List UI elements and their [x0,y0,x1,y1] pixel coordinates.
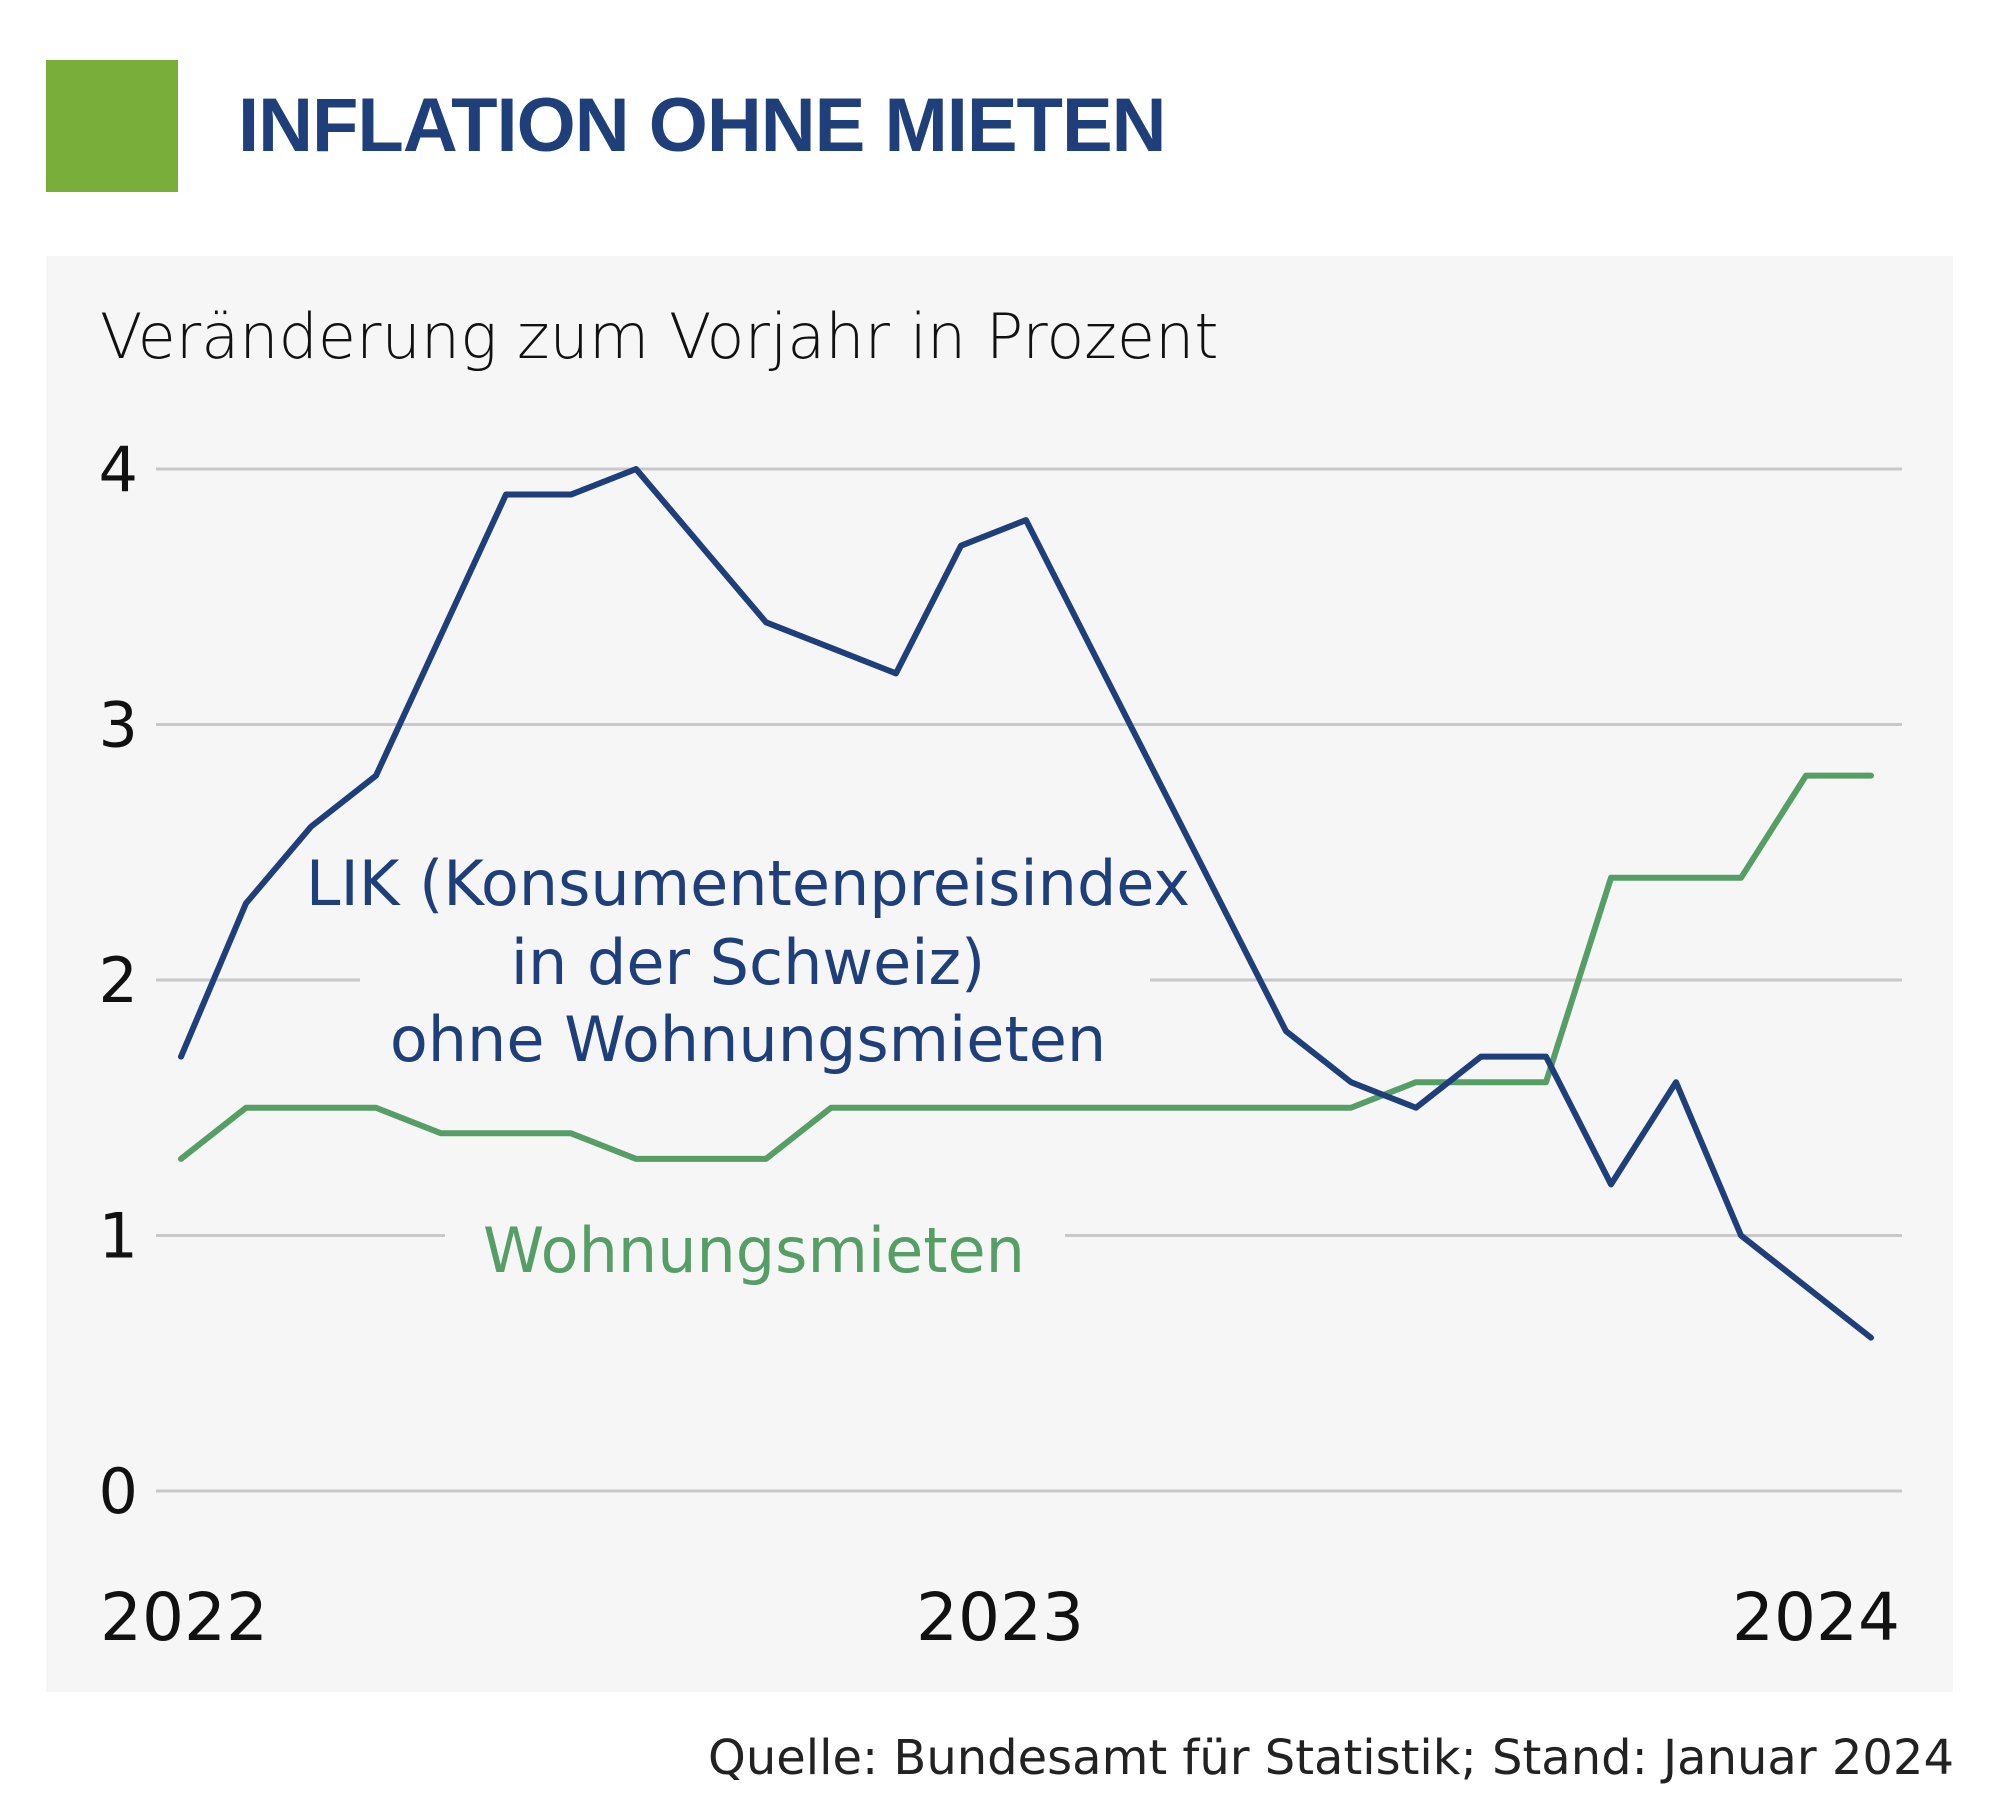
series-label: in der Schweiz) [511,926,985,999]
series-label: ohne Wohnungsmieten [390,1003,1106,1076]
series-label-background [360,840,1150,1060]
x-tick-label: 2024 [1732,1579,1900,1656]
source-note: Quelle: Bundesamt für Statistik; Stand: … [708,1730,1954,1786]
y-tick-label: 3 [99,689,138,762]
series-label-background [445,1200,1065,1300]
series-label: Wohnungsmieten [483,1214,1025,1287]
x-tick-label: 2022 [100,1579,268,1656]
chart-title: INFLATION OHNE MIETEN [238,83,1167,168]
x-tick-label: 2023 [916,1579,1084,1656]
y-tick-label: 1 [99,1200,138,1273]
series-line-1 [178,772,1874,1162]
y-axis-label: Veränderung zum Vorjahr in Prozent [100,300,1219,373]
y-tick-label: 4 [99,433,138,506]
y-tick-label: 0 [99,1455,138,1528]
title-accent-square [46,60,178,192]
series-label: LIK (Konsumentenpreisindex [306,847,1190,920]
y-tick-label: 2 [99,944,138,1017]
series-line-0 [178,466,1874,1341]
